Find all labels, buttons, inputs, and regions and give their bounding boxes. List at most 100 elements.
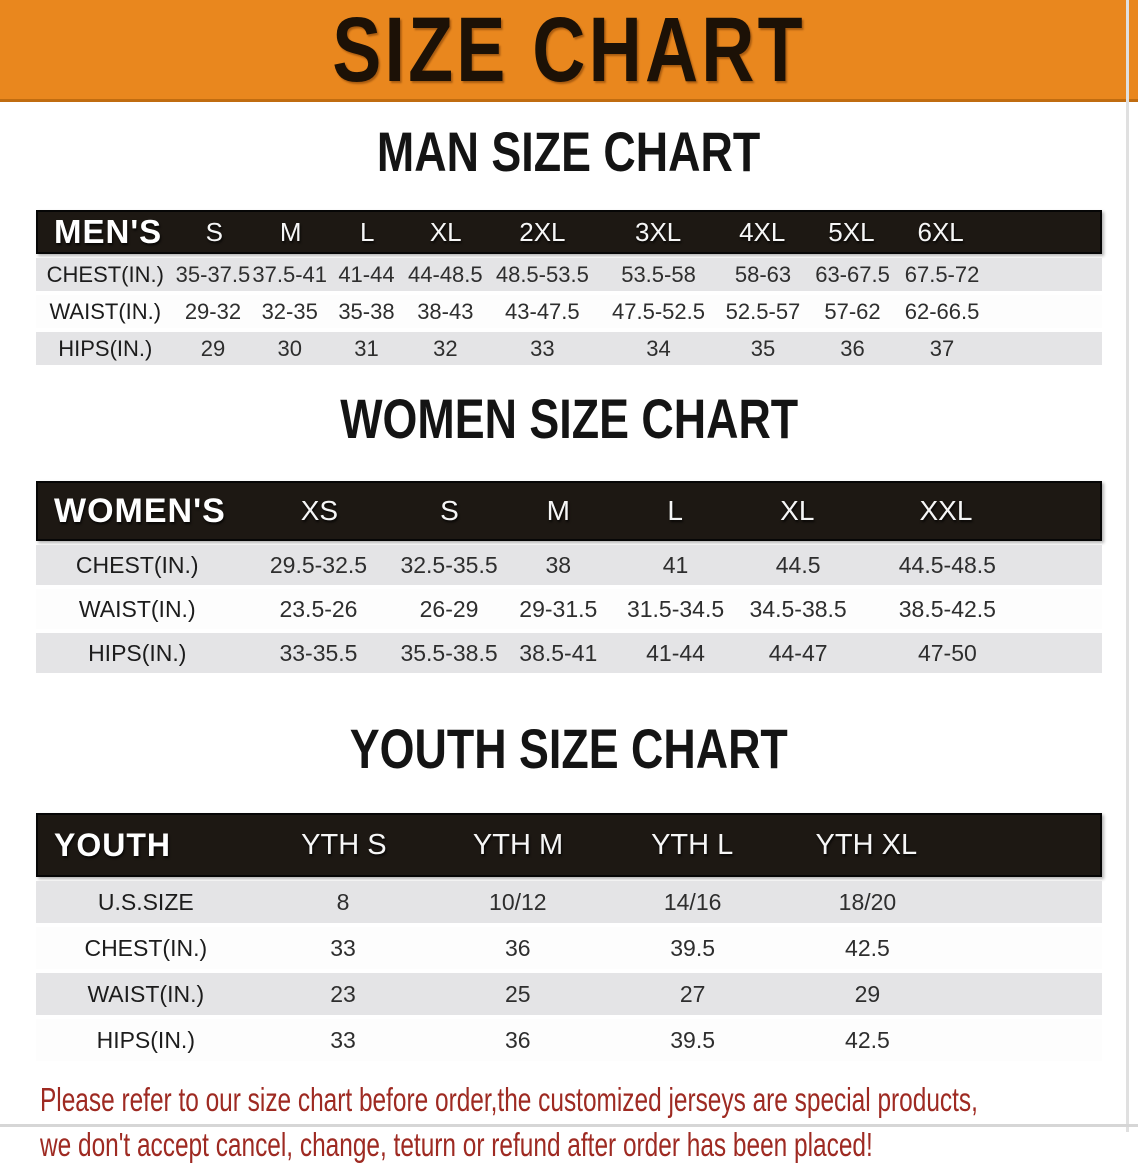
value-cell: 31.5-34.5 [626,595,725,622]
value-cell: 57-62 [824,298,881,324]
table-title-cell: MEN'S [54,213,163,250]
youth-size-chart-heading-text: YOUTH SIZE CHART [349,717,789,780]
value-cell: 18/20 [838,888,897,915]
men-size-table: MEN'S S M L XL 2XL 3XL 4XL 5XL 6XL CHEST(IN.) 35-37… [36,210,1102,365]
row-label-cell: WAIST(IN.) [87,980,205,1007]
value-cell: 44-47 [768,639,828,666]
value-cell: 58-63 [734,261,792,287]
table-row: U.S.SIZE 8 10/12 14/16 18/20 [36,881,1102,923]
row-label-cell: CHEST(IN.) [75,551,199,578]
size-column-header: 4XL [739,216,786,247]
value-cell: 32.5-35.5 [400,551,498,578]
table-row: WAIST(IN.) 29-32 32-35 35-38 38-43 43-47.5 47.… [36,295,1102,328]
value-cell: 38.5-41 [519,639,598,666]
women-size-chart-section: WOMEN SIZE CHART WOMEN'S XS S M L XL XXL CHEST(… [0,387,1138,673]
size-column-header: 5XL [828,216,875,247]
value-cell: 29-31.5 [519,595,598,622]
value-cell: 30 [277,335,302,361]
value-cell: 23.5-26 [279,595,358,622]
value-cell: 62-66.5 [904,298,980,324]
value-cell: 26-29 [419,595,479,622]
size-column-header: M [546,495,570,526]
value-cell: 36 [505,934,531,961]
size-column-header: YTH M [472,828,564,861]
scan-edge-bottom [0,1124,1138,1127]
value-cell: 52.5-57 [725,298,801,324]
value-cell: 32-35 [261,298,318,324]
size-column-header: YTH S [301,828,387,861]
value-cell: 29 [854,980,881,1007]
table-row: WAIST(IN.) 23.5-26 26-29 29-31.5 31.5-34.5 34… [36,589,1102,629]
row-label-cell: WAIST(IN.) [78,595,196,622]
table-row: HIPS(IN.) 29 30 31 32 33 34 35 36 37 [36,332,1102,365]
value-cell: 44.5-48.5 [898,551,996,578]
size-column-header: L [359,216,375,247]
size-column-header: S [205,216,223,247]
size-column-header: YTH L [651,828,734,861]
men-size-chart-heading: MAN SIZE CHART [0,124,1138,188]
row-label-cell: CHEST(IN.) [46,261,164,287]
row-label-cell: CHEST(IN.) [84,934,208,961]
scan-edge-right [1126,0,1129,1132]
value-cell: 8 [336,888,350,915]
value-cell: 33-35.5 [279,639,358,666]
value-cell: 35 [750,335,776,361]
value-cell: 32 [433,335,458,361]
women-size-chart-heading: WOMEN SIZE CHART [0,387,1138,455]
table-row: HIPS(IN.) 33-35.5 35.5-38.5 38.5-41 41-44 44-… [36,633,1102,673]
value-cell: 41-44 [338,261,395,287]
table-title-cell: YOUTH [54,826,171,863]
value-cell: 29.5-32.5 [269,551,368,578]
disclaimer: Please refer to our size chart before or… [0,1077,1138,1167]
value-cell: 35.5-38.5 [400,639,498,666]
row-label-cell: HIPS(IN.) [58,335,153,361]
table-row: CHEST(IN.) 35-37.5 37.5-41 41-44 44-48.5 48.5… [36,258,1102,291]
value-cell: 42.5 [845,1026,890,1053]
value-cell: 47-50 [917,639,977,666]
value-cell: 38.5-42.5 [898,595,996,622]
value-cell: 67.5-72 [904,261,980,287]
size-column-header: XL [429,216,462,247]
row-label-cell: WAIST(IN.) [49,298,162,324]
table-title-cell: WOMEN'S [54,491,226,530]
value-cell: 53.5-58 [621,261,696,287]
youth-size-chart-section: YOUTH SIZE CHART YOUTH YTH S YTH M YTH L YTH… [0,717,1138,1061]
value-cell: 27 [679,980,706,1007]
value-cell: 25 [505,980,531,1007]
value-cell: 48.5-53.5 [495,261,589,287]
value-cell: 33 [330,1026,356,1053]
women-size-table: WOMEN'S XS S M L XL XXL CHEST(IN.) 29.5-32.5 32.5… [36,481,1102,673]
value-cell: 33 [330,934,356,961]
value-cell: 43-47.5 [505,298,580,324]
table-header-row: WOMEN'S XS S M L XL XXL [36,481,1102,541]
value-cell: 33 [530,335,555,361]
value-cell: 29-32 [184,298,242,324]
table-row: HIPS(IN.) 33 36 39.5 42.5 [36,1019,1102,1061]
size-column-header: XL [780,495,815,526]
women-size-chart-heading-text: WOMEN SIZE CHART [340,387,798,450]
value-cell: 36 [505,1026,531,1053]
value-cell: 34.5-38.5 [749,595,847,622]
value-cell: 29 [200,335,226,361]
youth-size-table: YOUTH YTH S YTH M YTH L YTH XL U.S.SIZE 8 10/12… [36,813,1102,1061]
youth-size-chart-heading: YOUTH SIZE CHART [0,717,1138,785]
value-cell: 41 [662,551,689,578]
value-cell: 10/12 [489,888,547,915]
table-header-row: YOUTH YTH S YTH M YTH L YTH XL [36,813,1102,877]
value-cell: 35-38 [338,298,395,324]
banner: SIZE CHART [0,0,1138,102]
value-cell: 39.5 [670,1026,715,1053]
value-cell: 38 [545,551,572,578]
value-cell: 14/16 [663,888,722,915]
value-cell: 37 [929,335,955,361]
banner-title: SIZE CHART [332,0,806,101]
value-cell: 63-67.5 [815,261,890,287]
size-column-header: XS [300,495,339,526]
table-row: CHEST(IN.) 29.5-32.5 32.5-35.5 38 41 44.5 44.5… [36,545,1102,585]
size-column-header: S [440,495,459,526]
size-column-header: 6XL [917,216,964,247]
value-cell: 34 [646,335,671,361]
size-column-header: M [279,216,302,247]
value-cell: 38-43 [417,298,474,324]
